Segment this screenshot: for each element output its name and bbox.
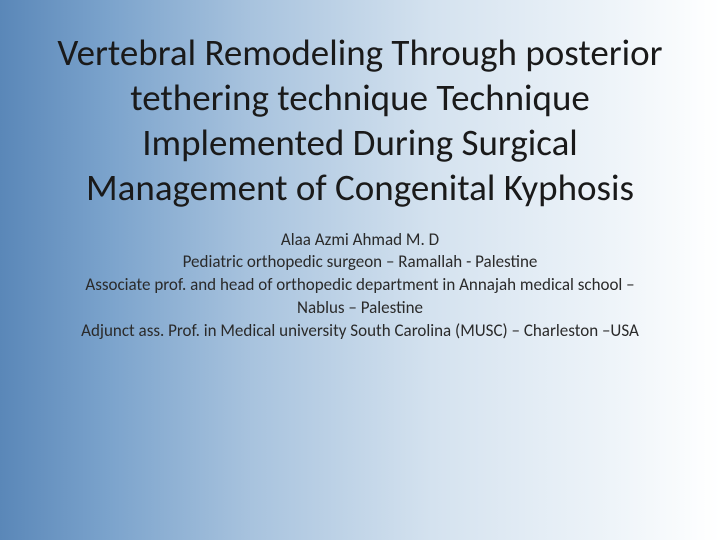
slide-container: Vertebral Remodeling Through posterior t…	[0, 0, 720, 540]
credit-line-position3: Adjunct ass. Prof. in Medical university…	[80, 320, 640, 343]
slide-title: Vertebral Remodeling Through posterior t…	[40, 30, 680, 211]
slide-credits: Alaa Azmi Ahmad M. D Pediatric orthopedi…	[80, 229, 640, 344]
credit-line-position2: Associate prof. and head of orthopedic d…	[80, 274, 640, 320]
credit-line-position1: Pediatric orthopedic surgeon – Ramallah …	[80, 251, 640, 274]
credit-line-author: Alaa Azmi Ahmad M. D	[80, 229, 640, 252]
